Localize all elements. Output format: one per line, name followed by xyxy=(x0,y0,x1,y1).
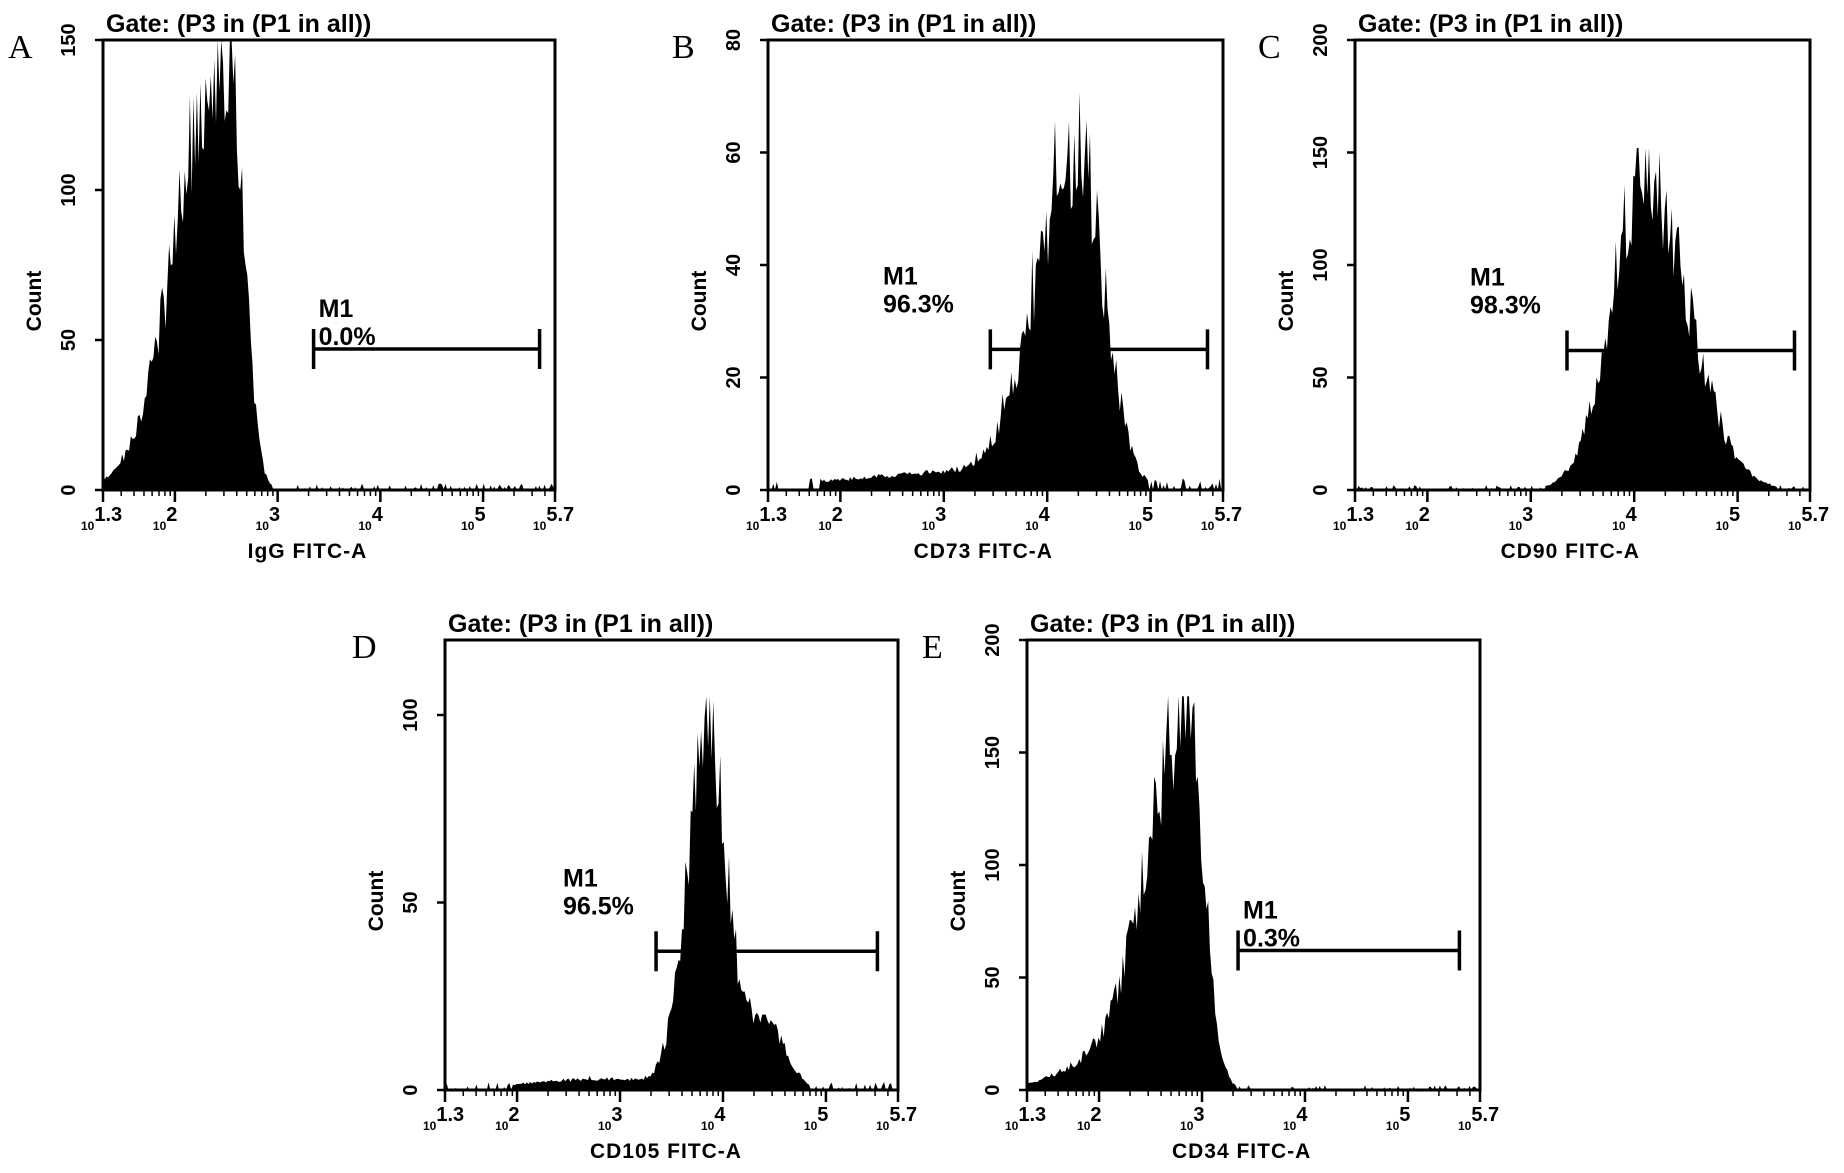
marker-percent: 0.0% xyxy=(319,323,376,351)
y-tick-label: 0 xyxy=(982,1084,1004,1095)
marker-percent: 0.3% xyxy=(1243,925,1300,953)
marker-name: M1 xyxy=(1470,264,1505,292)
x-axis-label: CD34 FITC-A xyxy=(1172,1140,1311,1163)
y-tick-label: 100 xyxy=(400,698,422,731)
y-tick-label: 20 xyxy=(723,366,745,388)
x-tick-label: 105 xyxy=(1386,1104,1410,1133)
y-tick-label: 0 xyxy=(723,484,745,495)
histogram-series xyxy=(768,92,1223,490)
gate-title: Gate: (P3 in (P1 in all)) xyxy=(1358,10,1623,38)
plot-frame xyxy=(101,38,557,492)
x-tick-label: 105 xyxy=(1716,504,1740,533)
y-tick-label: 0 xyxy=(58,484,80,495)
histogram-series xyxy=(445,696,898,1090)
histogram-series xyxy=(103,40,555,490)
y-tick-label: 0 xyxy=(1310,484,1332,495)
histogram-series xyxy=(1355,148,1810,490)
panel-c: C Gate: (P3 in (P1 in all)) 0 50 100 150 200 Co… xyxy=(1258,10,1829,563)
y-tick-label: 150 xyxy=(58,23,80,56)
y-tick-label: 100 xyxy=(1310,248,1332,281)
marker-name: M1 xyxy=(319,295,354,323)
marker-percent: 98.3% xyxy=(1470,292,1541,320)
marker-name: M1 xyxy=(563,864,598,892)
panel-letter: D xyxy=(352,629,377,666)
gate-title: Gate: (P3 in (P1 in all)) xyxy=(448,610,713,638)
panel-letter: C xyxy=(1258,29,1281,66)
y-tick-label: 50 xyxy=(400,891,422,913)
plot-frame xyxy=(1353,38,1812,492)
panel-b: B Gate: (P3 in (P1 in all)) 0 20 40 60 80 Count… xyxy=(672,10,1242,563)
y-tick-label: 100 xyxy=(982,848,1004,881)
x-tick-label: 103 xyxy=(598,1104,622,1133)
x-tick-label: 104 xyxy=(358,504,383,533)
histogram-series xyxy=(1027,696,1480,1090)
panel-letter: B xyxy=(672,29,695,66)
marker-percent: 96.3% xyxy=(883,290,954,318)
y-tick-label: 0 xyxy=(400,1084,422,1095)
y-tick-label: 200 xyxy=(982,623,1004,656)
x-tick-label: 105.7 xyxy=(1458,1104,1499,1133)
x-tick-label: 104 xyxy=(1612,504,1637,533)
y-axis-label: Count xyxy=(688,271,711,332)
x-tick-label: 104 xyxy=(1283,1104,1308,1133)
x-tick-label: 105.7 xyxy=(533,504,574,533)
marker-name: M1 xyxy=(1243,897,1278,925)
y-axis-label: Count xyxy=(1275,271,1298,332)
x-tick-label: 102 xyxy=(153,504,177,533)
gate-title: Gate: (P3 in (P1 in all)) xyxy=(106,10,371,38)
y-tick-label: 50 xyxy=(58,329,80,351)
x-tick-label: 102 xyxy=(1077,1104,1101,1133)
x-axis-label: IgG FITC-A xyxy=(248,540,368,563)
y-axis-label: Count xyxy=(947,871,970,932)
gate-title: Gate: (P3 in (P1 in all)) xyxy=(1030,610,1295,638)
panel-e: E Gate: (P3 in (P1 in all)) 0 50 100 150 200 Co… xyxy=(922,610,1499,1163)
x-tick-label: 102 xyxy=(818,504,842,533)
panel-letter: A xyxy=(8,29,33,66)
x-tick-label: 105 xyxy=(804,1104,828,1133)
x-tick-label: 105 xyxy=(1129,504,1153,533)
y-tick-label: 50 xyxy=(1310,366,1332,388)
y-tick-label: 100 xyxy=(58,173,80,206)
x-tick-label: 105.7 xyxy=(876,1104,917,1133)
marker-name: M1 xyxy=(883,262,918,290)
x-tick-label: 101.3 xyxy=(1333,504,1374,533)
x-tick-label: 105.7 xyxy=(1201,504,1242,533)
y-tick-label: 40 xyxy=(723,254,745,276)
x-tick-label: 101.3 xyxy=(81,504,122,533)
plot-frame xyxy=(766,38,1225,492)
x-tick-label: 105.7 xyxy=(1788,504,1829,533)
y-axis-label: Count xyxy=(365,871,388,932)
x-tick-label: 103 xyxy=(1509,504,1533,533)
marker-percent: 96.5% xyxy=(563,892,634,920)
y-tick-label: 150 xyxy=(982,736,1004,769)
x-tick-label: 102 xyxy=(1405,504,1429,533)
x-tick-label: 105 xyxy=(461,504,485,533)
x-axis-label: CD73 FITC-A xyxy=(914,540,1053,563)
x-tick-label: 101.3 xyxy=(746,504,787,533)
plot-frame xyxy=(443,638,900,1092)
gate-title: Gate: (P3 in (P1 in all)) xyxy=(771,10,1036,38)
y-axis-label: Count xyxy=(23,271,46,332)
panel-a: A Gate: (P3 in (P1 in all)) 0 50 100 150 Count… xyxy=(8,10,574,563)
y-tick-label: 80 xyxy=(723,29,745,51)
x-axis-label: CD105 FITC-A xyxy=(590,1140,742,1163)
plot-frame xyxy=(1025,638,1482,1092)
x-tick-label: 103 xyxy=(256,504,280,533)
panel-d: D Gate: (P3 in (P1 in all)) 0 50 100 Count 101… xyxy=(352,610,917,1163)
x-axis-label: CD90 FITC-A xyxy=(1501,540,1640,563)
x-tick-label: 102 xyxy=(495,1104,519,1133)
x-tick-label: 103 xyxy=(1180,1104,1204,1133)
panel-letter: E xyxy=(922,629,943,666)
x-tick-label: 101.3 xyxy=(1005,1104,1046,1133)
x-tick-label: 104 xyxy=(701,1104,726,1133)
y-tick-label: 200 xyxy=(1310,23,1332,56)
y-tick-label: 60 xyxy=(723,141,745,163)
y-tick-label: 150 xyxy=(1310,136,1332,169)
x-tick-label: 101.3 xyxy=(423,1104,464,1133)
x-tick-label: 103 xyxy=(922,504,946,533)
y-tick-label: 50 xyxy=(982,966,1004,988)
x-tick-label: 104 xyxy=(1025,504,1050,533)
